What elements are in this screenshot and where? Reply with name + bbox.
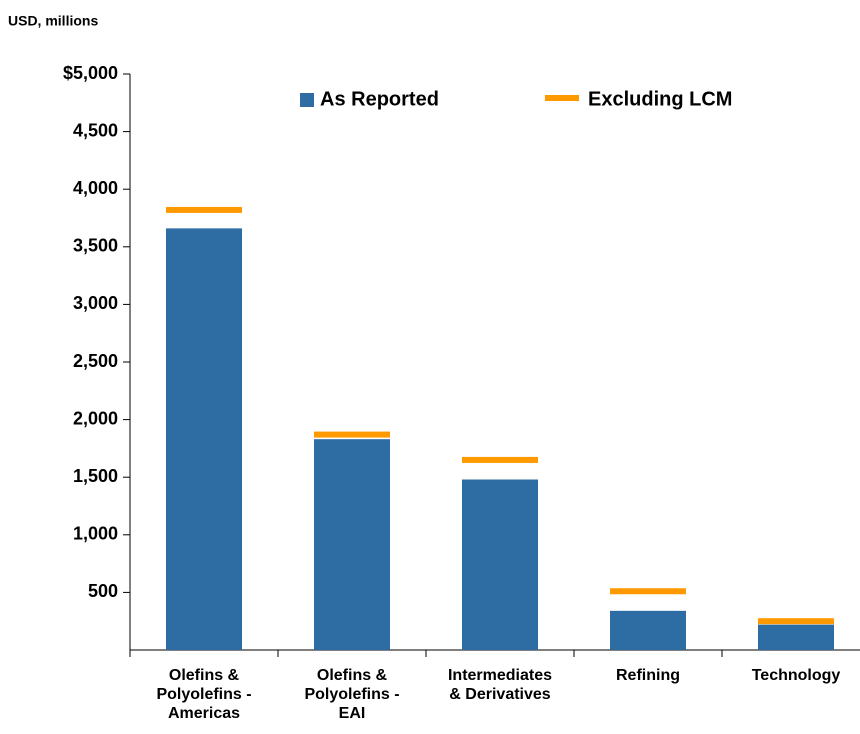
lcm-marker [758, 618, 834, 625]
bar [462, 479, 538, 650]
x-tick-label: Olefins & Polyolefins - Americas [156, 667, 252, 722]
y-tick-label: 500 [88, 581, 118, 601]
lcm-marker [166, 206, 242, 213]
lcm-marker [314, 431, 390, 438]
y-tick-label: 1,500 [73, 466, 118, 486]
y-tick-label: 1,000 [73, 524, 118, 544]
lcm-marker [610, 588, 686, 595]
legend-label: As Reported [320, 88, 439, 110]
y-tick-label: 4,500 [73, 120, 118, 140]
y-tick-label: $5,000 [63, 63, 118, 83]
x-tick-label: Olefins & Polyolefins - EAI [304, 667, 400, 722]
legend-swatch [300, 93, 314, 107]
unit-label: USD, millions [8, 13, 98, 29]
x-tick-label: Intermediates & Derivatives [447, 667, 553, 703]
legend-label: Excluding LCM [588, 88, 732, 110]
y-tick-label: 2,000 [73, 408, 118, 428]
bar [166, 228, 242, 651]
y-tick-label: 4,000 [73, 178, 118, 198]
bar [314, 439, 390, 650]
x-tick-label: Refining [616, 667, 680, 684]
y-tick-label: 2,500 [73, 351, 118, 371]
bar [610, 610, 686, 650]
x-tick-label: Technology [751, 667, 841, 684]
legend-swatch [545, 95, 579, 101]
y-tick-label: 3,500 [73, 236, 118, 256]
y-tick-label: 3,000 [73, 293, 118, 313]
bar [758, 624, 834, 650]
lcm-marker [462, 456, 538, 463]
